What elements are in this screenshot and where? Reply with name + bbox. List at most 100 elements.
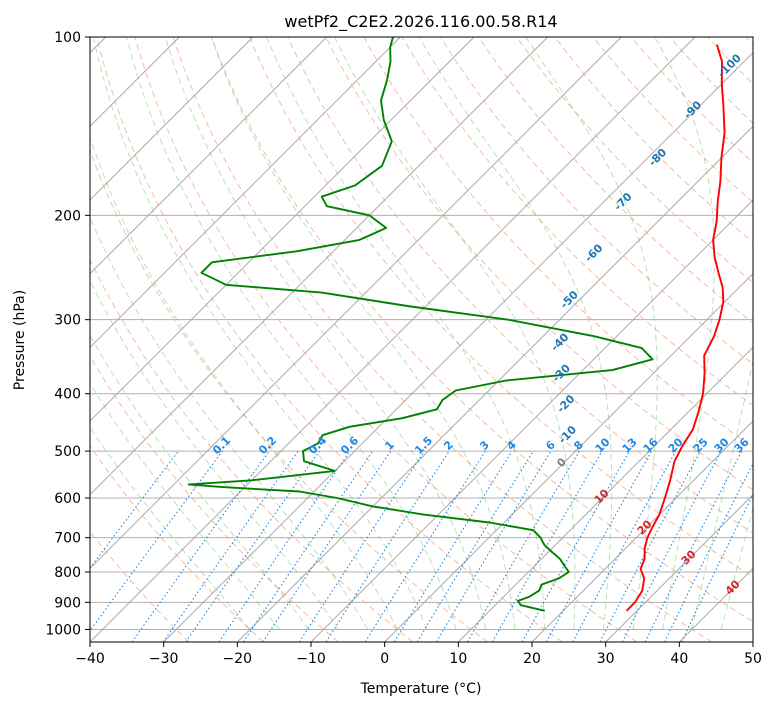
mixing-ratio-line xyxy=(242,450,374,642)
dry-adiabat xyxy=(325,37,753,491)
isotherm-line xyxy=(90,37,475,422)
dry-adiabat xyxy=(210,37,753,623)
dry-adiabat-label: -80 xyxy=(646,146,669,169)
tick-layer: −40 −30 −20 −10 0 10 20 30 40 50 100 200 300 400 500 60… xyxy=(45,30,762,667)
background-lines xyxy=(90,37,753,642)
plot-frame xyxy=(89,36,754,643)
moist-adiabat xyxy=(90,279,339,630)
moist-adiabat xyxy=(525,37,658,630)
y-tick-label: 900 xyxy=(54,595,81,611)
isotherm-line xyxy=(605,494,753,642)
mixing-ratio-label: 13 xyxy=(620,436,640,456)
x-tick-label: 40 xyxy=(670,651,688,667)
dry-adiabat xyxy=(478,37,753,324)
isotherm-line xyxy=(679,567,753,642)
isotherm-line xyxy=(90,37,327,275)
dry-adiabat-label: -60 xyxy=(582,241,605,264)
y-tick-label: 800 xyxy=(54,565,81,581)
y-tick-label: 400 xyxy=(54,387,81,403)
moist-adiabat xyxy=(210,37,516,630)
moist-adiabat-label: 10 xyxy=(592,486,612,506)
series-layer xyxy=(187,37,726,612)
moist-adiabat-label: 40 xyxy=(723,577,743,597)
dry-adiabat xyxy=(90,258,414,642)
temperature-profile-line xyxy=(625,44,726,612)
dry-adiabat-label: -70 xyxy=(611,190,634,213)
mixing-ratio-label: 30 xyxy=(712,435,732,455)
mixing-ratio-line xyxy=(162,450,299,642)
moist-adiabat xyxy=(90,382,280,630)
moist-adiabat xyxy=(90,426,251,630)
mixing-ratio-label: 25 xyxy=(691,436,711,456)
mixing-ratio-line xyxy=(131,450,270,642)
mixing-ratio-line xyxy=(681,493,753,642)
dry-adiabat-label: -40 xyxy=(548,330,571,353)
dry-adiabat xyxy=(90,531,190,642)
moist-adiabat xyxy=(126,37,457,630)
isotherm-line xyxy=(90,37,548,496)
mixing-ratio-line xyxy=(599,450,701,642)
dry-adiabat xyxy=(96,37,563,642)
isotherm-line xyxy=(531,420,753,642)
chart-title: wetPf2_C2E2.2026.116.00.58.R14 xyxy=(284,12,557,32)
moist-adiabat-label: 20 xyxy=(635,517,655,537)
mixing-ratio-line xyxy=(90,450,223,632)
mixing-ratio-line xyxy=(664,462,753,642)
mixing-ratio-label: 0.1 xyxy=(210,434,233,457)
dewpoint-profile-line xyxy=(187,37,654,612)
mixing-ratio-line xyxy=(435,450,552,642)
x-axis-label: Temperature (°C) xyxy=(360,681,482,697)
x-tick-label: 20 xyxy=(523,651,541,667)
dry-adiabat xyxy=(90,355,339,642)
y-tick-label: 200 xyxy=(54,208,81,224)
moist-adiabat xyxy=(90,215,369,630)
x-tick-label: −40 xyxy=(75,651,105,667)
dry-adiabat xyxy=(516,37,753,284)
dry-adiabat xyxy=(90,445,264,642)
mixing-ratio-line xyxy=(545,450,653,642)
isotherm-line xyxy=(90,37,696,642)
mixing-ratio-line xyxy=(644,450,743,642)
moist-adiabat xyxy=(92,37,428,630)
dry-adiabat xyxy=(134,37,638,642)
dry-adiabat xyxy=(90,148,488,642)
x-tick-label: 0 xyxy=(380,651,389,667)
y-tick-label: 500 xyxy=(54,444,81,460)
isotherm-line xyxy=(90,37,622,569)
isotherm-line xyxy=(163,52,753,642)
mixing-ratio-line xyxy=(325,450,450,642)
dry-adiabat xyxy=(249,37,753,578)
mixing-ratio-line xyxy=(218,450,351,642)
mixing-ratio-label: 0.6 xyxy=(338,434,361,457)
mixing-ratio-line xyxy=(185,450,320,642)
mixing-ratio-line xyxy=(416,450,534,642)
y-axis-label: Pressure (hPa) xyxy=(12,290,28,390)
dry-adiabat xyxy=(287,37,753,534)
isotherm-line xyxy=(237,125,753,642)
y-tick-label: 100 xyxy=(54,30,81,46)
moist-adiabat xyxy=(90,135,398,630)
moist-adiabat xyxy=(90,334,310,630)
isotherm-line xyxy=(384,273,753,642)
y-tick-label: 1000 xyxy=(45,622,81,638)
mixing-ratio-label: 20 xyxy=(666,435,686,455)
moist-adiabat xyxy=(720,506,753,630)
moist-adiabat xyxy=(691,358,753,630)
mixing-ratio-label: 36 xyxy=(732,435,752,455)
mixing-ratio-line xyxy=(364,450,486,642)
dry-adiabat xyxy=(172,37,712,642)
y-tick-label: 600 xyxy=(54,491,81,507)
mixing-ratio-line xyxy=(393,450,513,642)
mixing-ratio-line xyxy=(572,450,677,642)
y-tick-label: 700 xyxy=(54,531,81,547)
x-tick-label: 10 xyxy=(449,651,467,667)
mixing-ratio-line xyxy=(90,450,179,570)
x-tick-label: −10 xyxy=(296,651,326,667)
dry-adiabat-label: -90 xyxy=(681,98,704,121)
mixing-ratio-line xyxy=(298,450,425,642)
isotherm-line xyxy=(90,37,401,348)
isotherm-line xyxy=(310,199,753,642)
y-tick-label: 300 xyxy=(54,313,81,329)
